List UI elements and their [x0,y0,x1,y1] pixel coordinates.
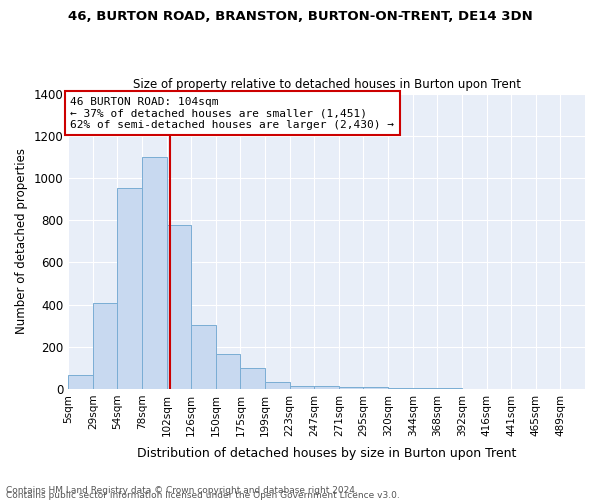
Bar [68,375,93,389]
Bar [364,387,388,389]
Bar [167,226,191,389]
Bar [191,324,216,389]
X-axis label: Distribution of detached houses by size in Burton upon Trent: Distribution of detached houses by size … [137,447,516,460]
Bar [118,188,142,389]
Bar [241,368,265,389]
Bar [437,388,462,389]
Bar [339,387,364,389]
Y-axis label: Number of detached properties: Number of detached properties [15,148,28,334]
Bar [290,386,314,389]
Text: Contains HM Land Registry data © Crown copyright and database right 2024.: Contains HM Land Registry data © Crown c… [6,486,358,495]
Text: 46 BURTON ROAD: 104sqm
← 37% of detached houses are smaller (1,451)
62% of semi-: 46 BURTON ROAD: 104sqm ← 37% of detached… [70,96,394,130]
Text: Contains public sector information licensed under the Open Government Licence v3: Contains public sector information licen… [6,491,400,500]
Title: Size of property relative to detached houses in Burton upon Trent: Size of property relative to detached ho… [133,78,521,91]
Bar [413,388,437,389]
Bar [142,157,167,389]
Bar [216,354,241,389]
Text: 46, BURTON ROAD, BRANSTON, BURTON-ON-TRENT, DE14 3DN: 46, BURTON ROAD, BRANSTON, BURTON-ON-TRE… [68,10,532,23]
Bar [93,304,118,389]
Bar [388,388,413,389]
Bar [265,382,290,389]
Bar [314,386,339,389]
